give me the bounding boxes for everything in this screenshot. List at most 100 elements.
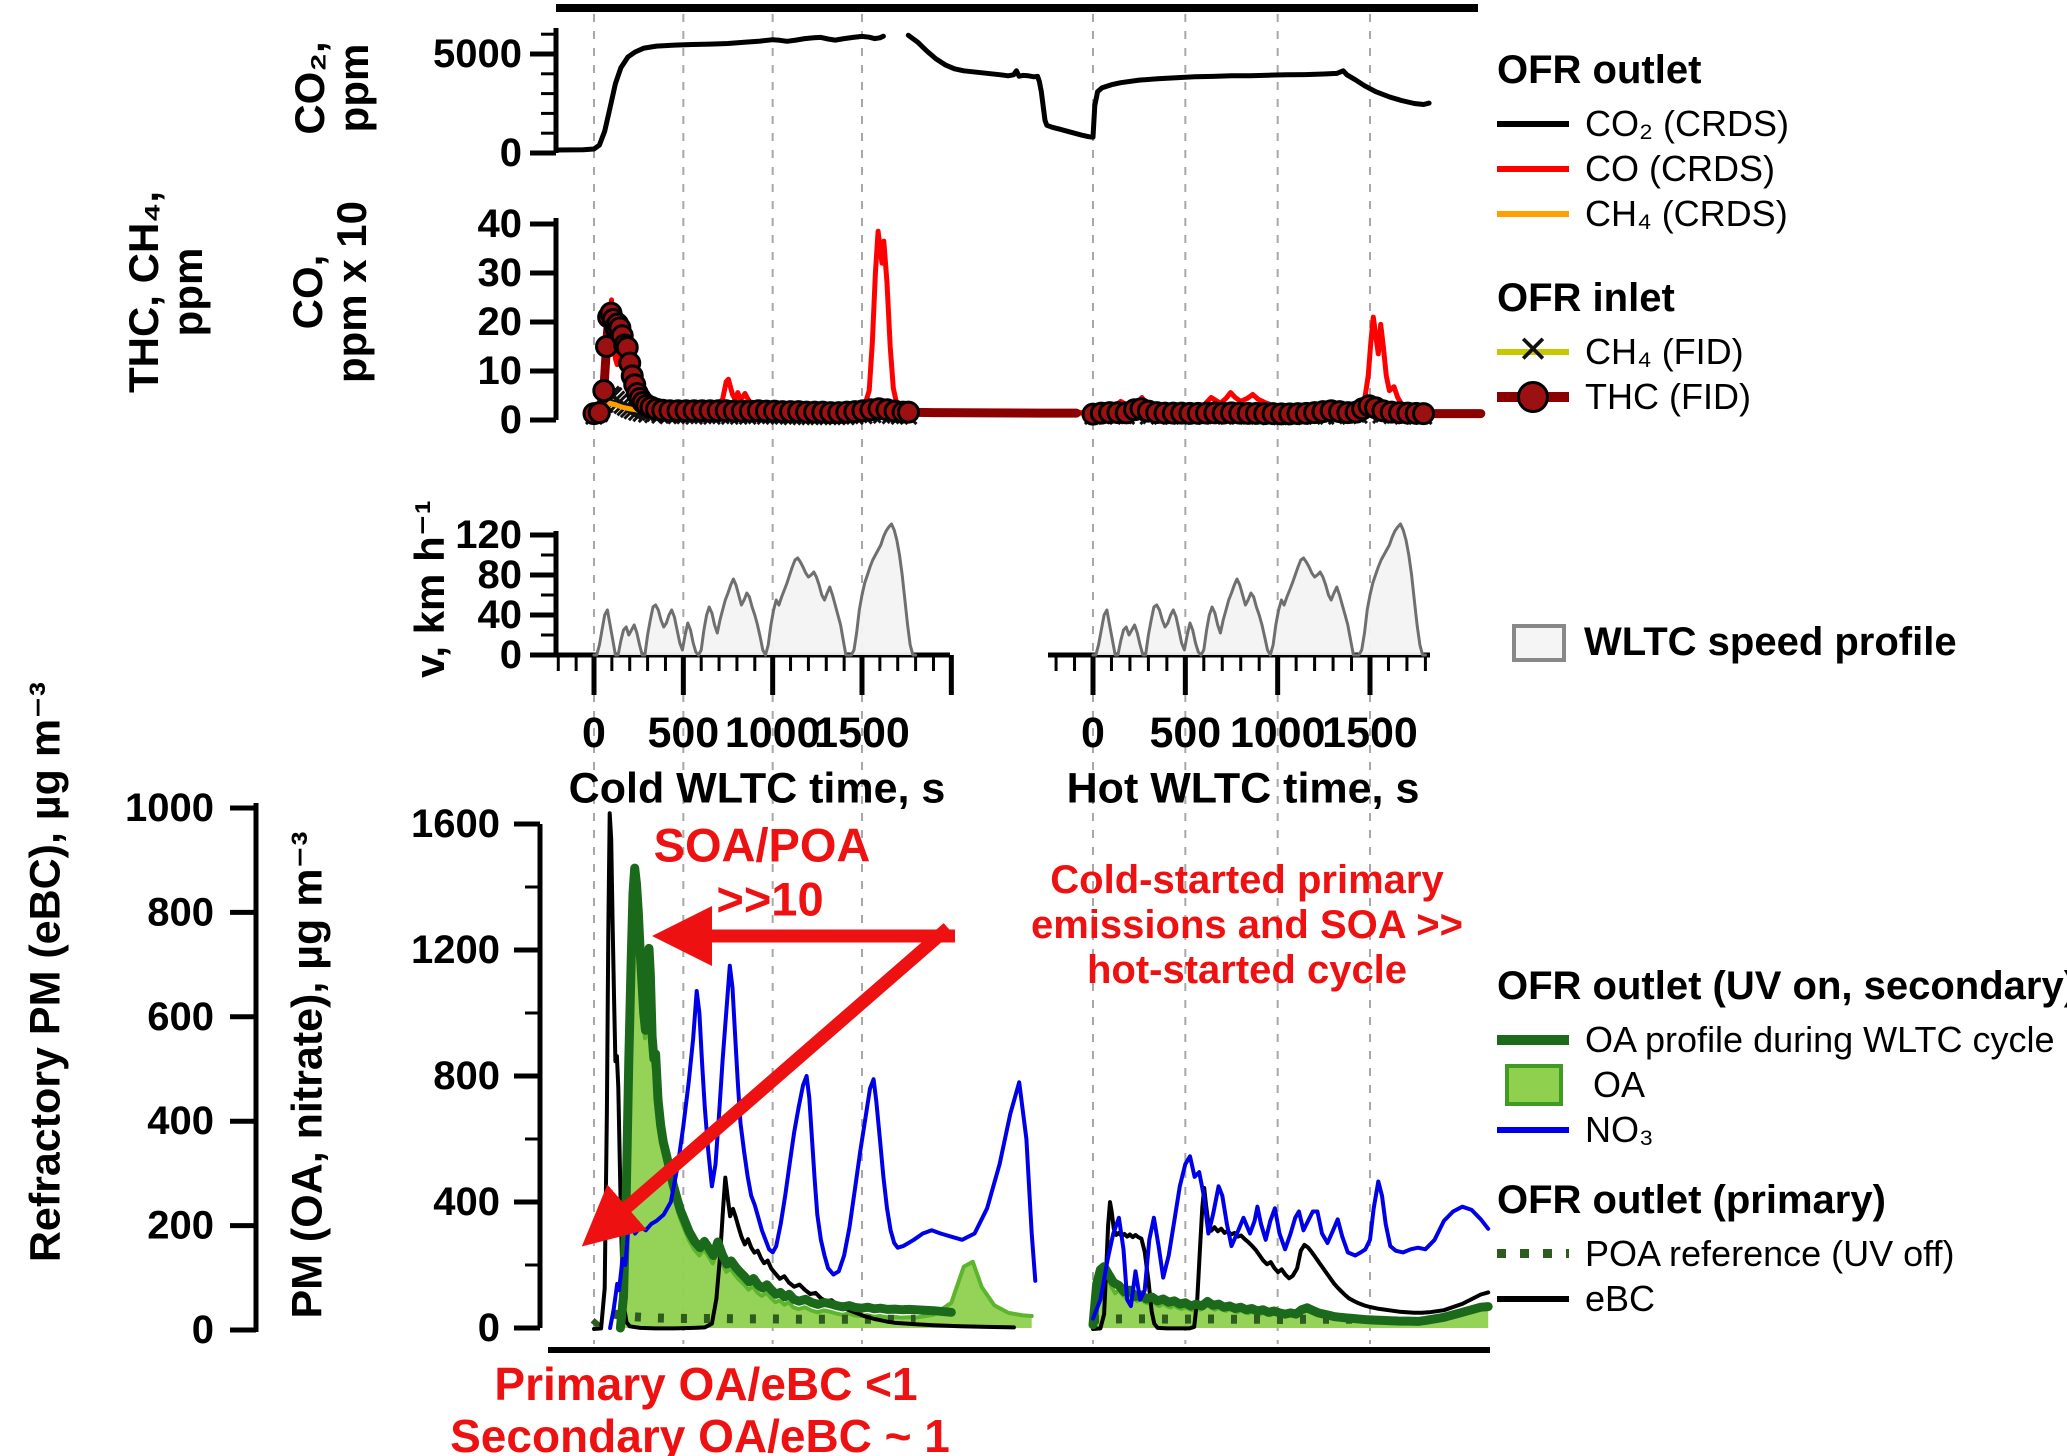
series-speed_cold (592, 522, 918, 657)
pm-axis-title: PM (OA, nitrate), µg m⁻³ (283, 831, 332, 1319)
x-tick-label-hot: 0 (1081, 709, 1105, 757)
ch4-line-swatch (1497, 210, 1569, 217)
x-tick-label-hot: 1000 (1230, 709, 1326, 757)
oa-box-swatch (1505, 1063, 1563, 1106)
no3-line-swatch (1497, 1126, 1569, 1133)
x-tick-label-cold: 1500 (814, 709, 910, 757)
x-tick-label-cold: 500 (647, 709, 719, 757)
legend-item-oa: OA (1497, 1062, 2067, 1107)
ch4-fid-line-swatch: ✕ (1497, 331, 1569, 369)
legend-item-poa: POA reference (UV off) (1497, 1231, 1955, 1276)
tick-label-pm: 0 (478, 1306, 500, 1350)
legend-ofr-outlet-primary-title: OFR outlet (primary) (1497, 1178, 1886, 1222)
tick-label-ebc: 0 (192, 1308, 214, 1352)
y-axis-pm: 1600 1200 800 400 0 (411, 802, 543, 1350)
legend-item-ch4-crds: CH₄ (CRDS) (1497, 191, 1789, 236)
legend-item-no3: NO₃ (1497, 1107, 2067, 1152)
y-axis-co2: 5000 0 (433, 28, 559, 175)
legend-label: POA reference (UV off) (1585, 1232, 1955, 1274)
x-tick-label-cold: 1000 (725, 709, 821, 757)
co2-line-swatch (1497, 120, 1569, 127)
y-axis-gas: 40 30 20 10 0 (478, 202, 559, 442)
ebc-line-swatch (1497, 1295, 1569, 1302)
y-axis-ebc: 1000 800 600 400 200 0 (125, 786, 259, 1352)
co-line-swatch (1497, 165, 1569, 172)
tick-label-ebc: 800 (147, 890, 214, 934)
tick-label-speed: 120 (455, 513, 522, 557)
legend-label: CH₄ (FID) (1585, 330, 1744, 372)
series-ebc_cold (592, 811, 1016, 1331)
soa-poa-arrow (581, 906, 955, 1247)
x-tick-label-hot: 500 (1149, 709, 1221, 757)
x-tick-label-hot: 1500 (1322, 709, 1418, 757)
series-co_cold (591, 228, 1088, 418)
legend-wltc: WLTC speed profile (1512, 620, 1957, 665)
series-co_hot (1090, 314, 1484, 417)
legend-label: OA profile during WLTC cycle (1585, 1018, 2055, 1060)
tick-label-pm: 400 (433, 1180, 500, 1224)
series-poa_hot (1092, 1314, 1361, 1324)
series-speed_hot (1091, 522, 1427, 657)
annotation-secondary-ratio: Secondary OA/eBC ~ 1 (450, 1410, 950, 1456)
co2-axis-title: CO₂, ppm (285, 41, 377, 135)
poa-dotted-swatch (1497, 1249, 1569, 1258)
legend-label: CO (CRDS) (1585, 147, 1775, 189)
series-co2_cold (554, 33, 886, 153)
legend-item-ebc: eBC (1497, 1276, 1955, 1321)
legend-item-ch4-fid: ✕ CH₄ (FID) (1497, 329, 1751, 374)
annotation-soa-poa-ratio: >>10 (716, 872, 824, 926)
legend-label: NO₃ (1585, 1108, 1654, 1150)
oa-profile-line-swatch (1497, 1034, 1569, 1045)
annotation-soa-poa: SOA/POA (653, 818, 871, 872)
tick-label-gas: 30 (478, 251, 523, 295)
series-oa_profile_cold (615, 863, 956, 1333)
legend-label: eBC (1585, 1277, 1656, 1319)
cold-x-axis-title: Cold WLTC time, s (568, 764, 946, 813)
legend-ofr-outlet-primary: OFR outlet (primary) POA reference (UV o… (1497, 1178, 1955, 1321)
tick-label-ebc: 1000 (125, 786, 214, 830)
tick-label-ebc: 400 (147, 1099, 214, 1143)
gridlines (593, 14, 1372, 1344)
tick-label-ebc: 200 (147, 1204, 214, 1248)
series-ebc_hot (1091, 1186, 1491, 1331)
series-co2_hot (905, 32, 1432, 140)
tick-label-speed: 80 (478, 553, 523, 597)
tick-label-co2: 5000 (433, 32, 522, 76)
series-thc_hot (1081, 394, 1486, 426)
speed-axis-title: v, km h⁻¹ (405, 500, 453, 678)
ebc-axis-title: Refractory PM (eBC), µg m⁻³ (21, 681, 70, 1263)
legend-ofr-inlet-title: OFR inlet (1497, 276, 1675, 320)
thc-line-swatch (1497, 380, 1569, 413)
legend-item-co-crds: CO (CRDS) (1497, 146, 1789, 191)
co-axis-title: CO, ppm x 10 (283, 200, 375, 384)
hot-x-axis-title: Hot WLTC time, s (1066, 764, 1420, 813)
thc-ch4-axis-title: THC, CH₄, ppm (119, 190, 211, 394)
circle-marker-icon (1517, 380, 1549, 413)
tick-label-pm: 1200 (411, 928, 500, 972)
legend-ofr-outlet-uv: OFR outlet (UV on, secondary) OA profile… (1497, 964, 2067, 1152)
legend-label: THC (FID) (1585, 375, 1751, 417)
legend-label: CO₂ (CRDS) (1585, 102, 1789, 144)
annotation-primary-ratio: Primary OA/eBC <1 (494, 1358, 918, 1411)
legend-label: CH₄ (CRDS) (1585, 192, 1788, 234)
tick-label-pm: 800 (433, 1054, 500, 1098)
legend-ofr-outlet-title: OFR outlet (1497, 48, 1702, 92)
legend-ofr-outlet: OFR outlet CO₂ (CRDS) CO (CRDS) CH₄ (CRD… (1497, 48, 1789, 236)
legend-item-wltc: WLTC speed profile (1512, 620, 1957, 665)
legend-item-co2-crds: CO₂ (CRDS) (1497, 101, 1789, 146)
legend-label: WLTC speed profile (1584, 620, 1957, 664)
tick-label-co2: 0 (500, 131, 522, 175)
tick-label-speed: 40 (478, 593, 523, 637)
tick-label-gas: 0 (500, 398, 522, 442)
tick-label-gas: 10 (478, 349, 523, 393)
tick-label-gas: 40 (478, 202, 523, 246)
x-marker-icon: ✕ (1517, 328, 1549, 371)
legend-label: OA (1593, 1063, 1646, 1105)
legend-item-oa-profile: OA profile during WLTC cycle (1497, 1017, 2067, 1062)
wltc-box-swatch (1512, 623, 1566, 662)
